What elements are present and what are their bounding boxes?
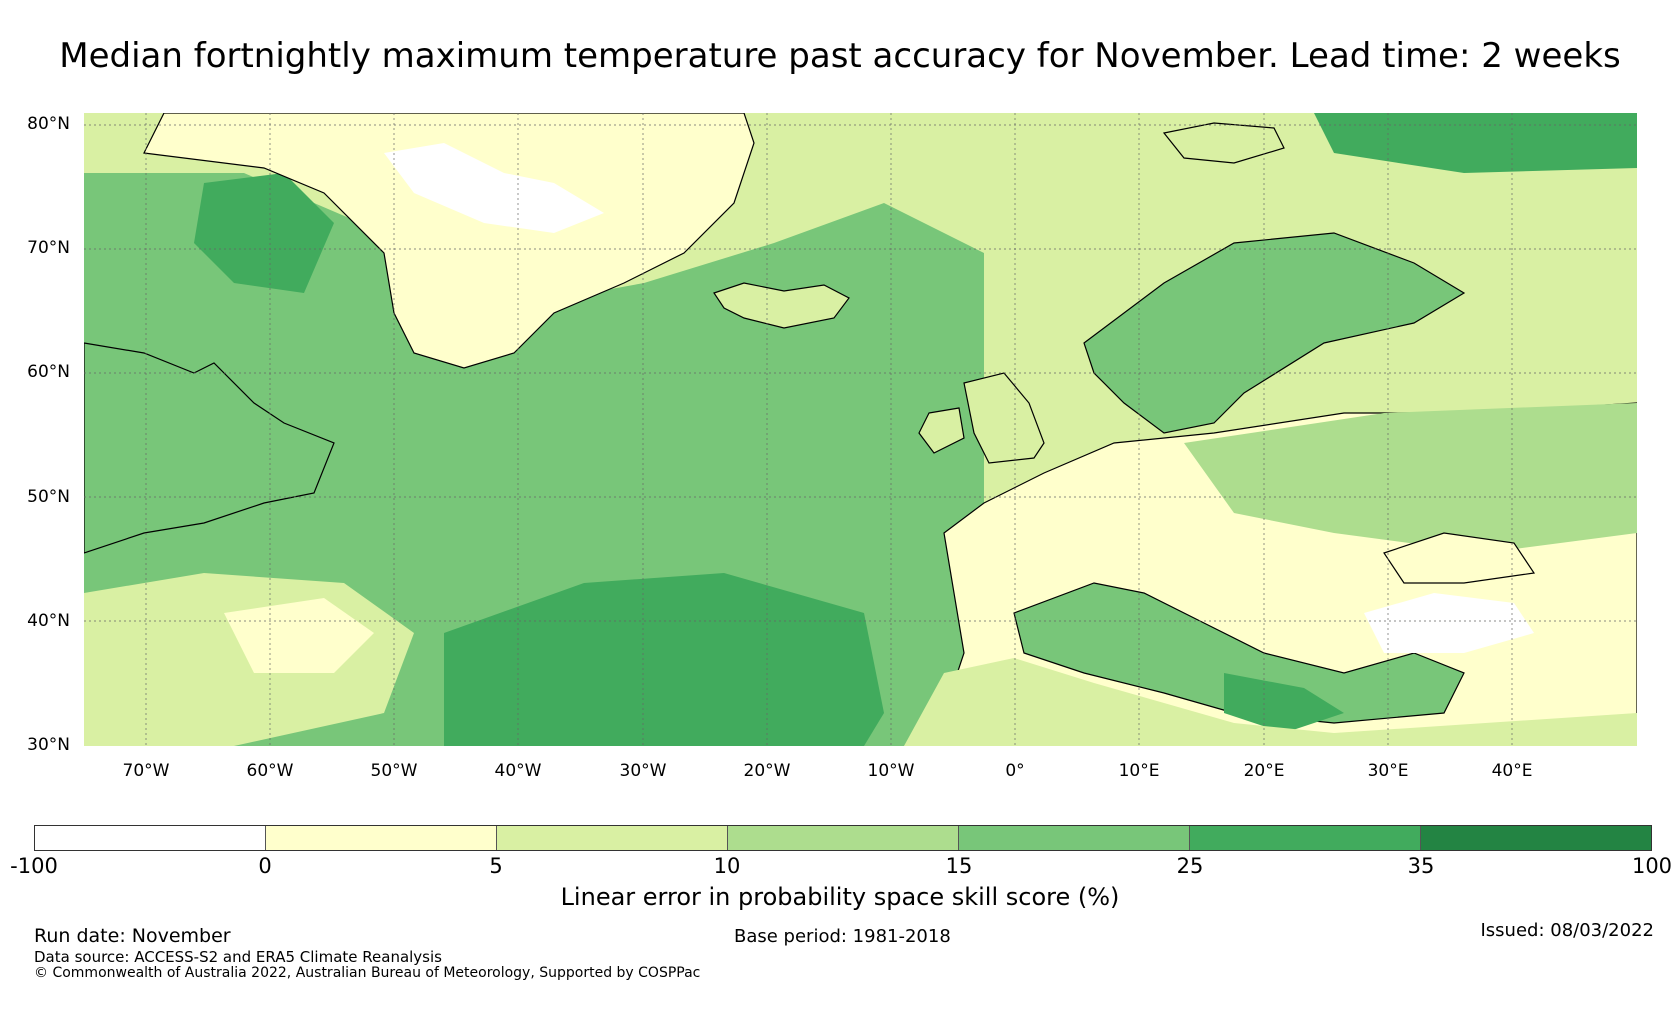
region-eastern-europe [1184,403,1637,553]
lon-label-20w: 20°W [743,761,791,781]
colorbar-label: Linear error in probability space skill … [560,883,1120,911]
lon-label-50w: 50°W [370,761,418,781]
region-mediterranean [1013,582,1465,724]
colorbar-bin-1 [35,826,266,850]
region-west-atlantic-pale [224,598,374,673]
lon-label-10e: 10°E [1118,761,1160,781]
lat-label-50n: 50°N [27,487,70,507]
colorbar-tick-25: 25 [1176,854,1204,878]
colorbar-bin-3 [497,826,728,850]
lat-label-30n: 30°N [27,735,70,755]
lat-label-80n: 80°N [27,114,70,134]
base-period: Base period: 1981-2018 [734,926,951,947]
lon-label-60w: 60°W [246,761,294,781]
data-source: Data source: ACCESS-S2 and ERA5 Climate … [34,948,442,966]
region-iceland [713,282,850,329]
run-date: Run date: November [34,925,231,947]
region-med-dark [1224,673,1344,733]
graticule [84,113,1637,746]
colorbar-bin-7 [1421,826,1651,850]
lat-label-40n: 40°N [27,611,70,631]
region-scandinavia [1083,232,1466,434]
region-greenland-white [384,143,604,233]
colorbar-tick-neg100: -100 [10,854,58,878]
colorbar [34,825,1652,851]
colorbar-tick-100: 100 [1631,854,1673,878]
lat-label-70n: 70°N [27,238,70,258]
region-greenland [143,113,755,369]
colorbar-tick-35: 35 [1407,854,1435,878]
skill-map [84,113,1637,746]
colorbar-tick-10: 10 [713,854,741,878]
region-svalbard [1162,122,1285,164]
lon-label-70w: 70°W [122,761,170,781]
lon-label-30e: 30°E [1367,761,1409,781]
lon-label-0: 0° [1005,761,1025,781]
region-central-atlantic [444,573,884,746]
region-arctic-east [1314,113,1637,173]
region-british-isles [963,372,1045,464]
region-turkey [1364,593,1534,653]
colorbar-tick-15: 15 [945,854,973,878]
region-ireland [918,407,965,454]
colorbar-bin-2 [266,826,497,850]
lon-label-20e: 20°E [1243,761,1285,781]
region-black-sea [1383,532,1536,584]
region-labrador-sea [194,173,334,293]
lon-label-10w: 10°W [867,761,915,781]
colorbar-bin-6 [1190,826,1421,850]
issued-date: Issued: 08/03/2022 [1480,920,1654,941]
lat-label-60n: 60°N [27,362,70,382]
colorbar-bin-4 [728,826,959,850]
map-panel [84,113,1637,746]
region-north-africa [904,658,1637,746]
lon-label-30w: 30°W [619,761,667,781]
chart-title: Median fortnightly maximum temperature p… [59,36,1621,76]
colorbar-tick-0: 0 [258,854,272,878]
colorbar-tick-5: 5 [489,854,503,878]
colorbar-bin-5 [959,826,1190,850]
lon-label-40w: 40°W [494,761,542,781]
lon-label-40e: 40°E [1491,761,1533,781]
copyright: © Commonwealth of Australia 2022, Austra… [34,965,701,981]
